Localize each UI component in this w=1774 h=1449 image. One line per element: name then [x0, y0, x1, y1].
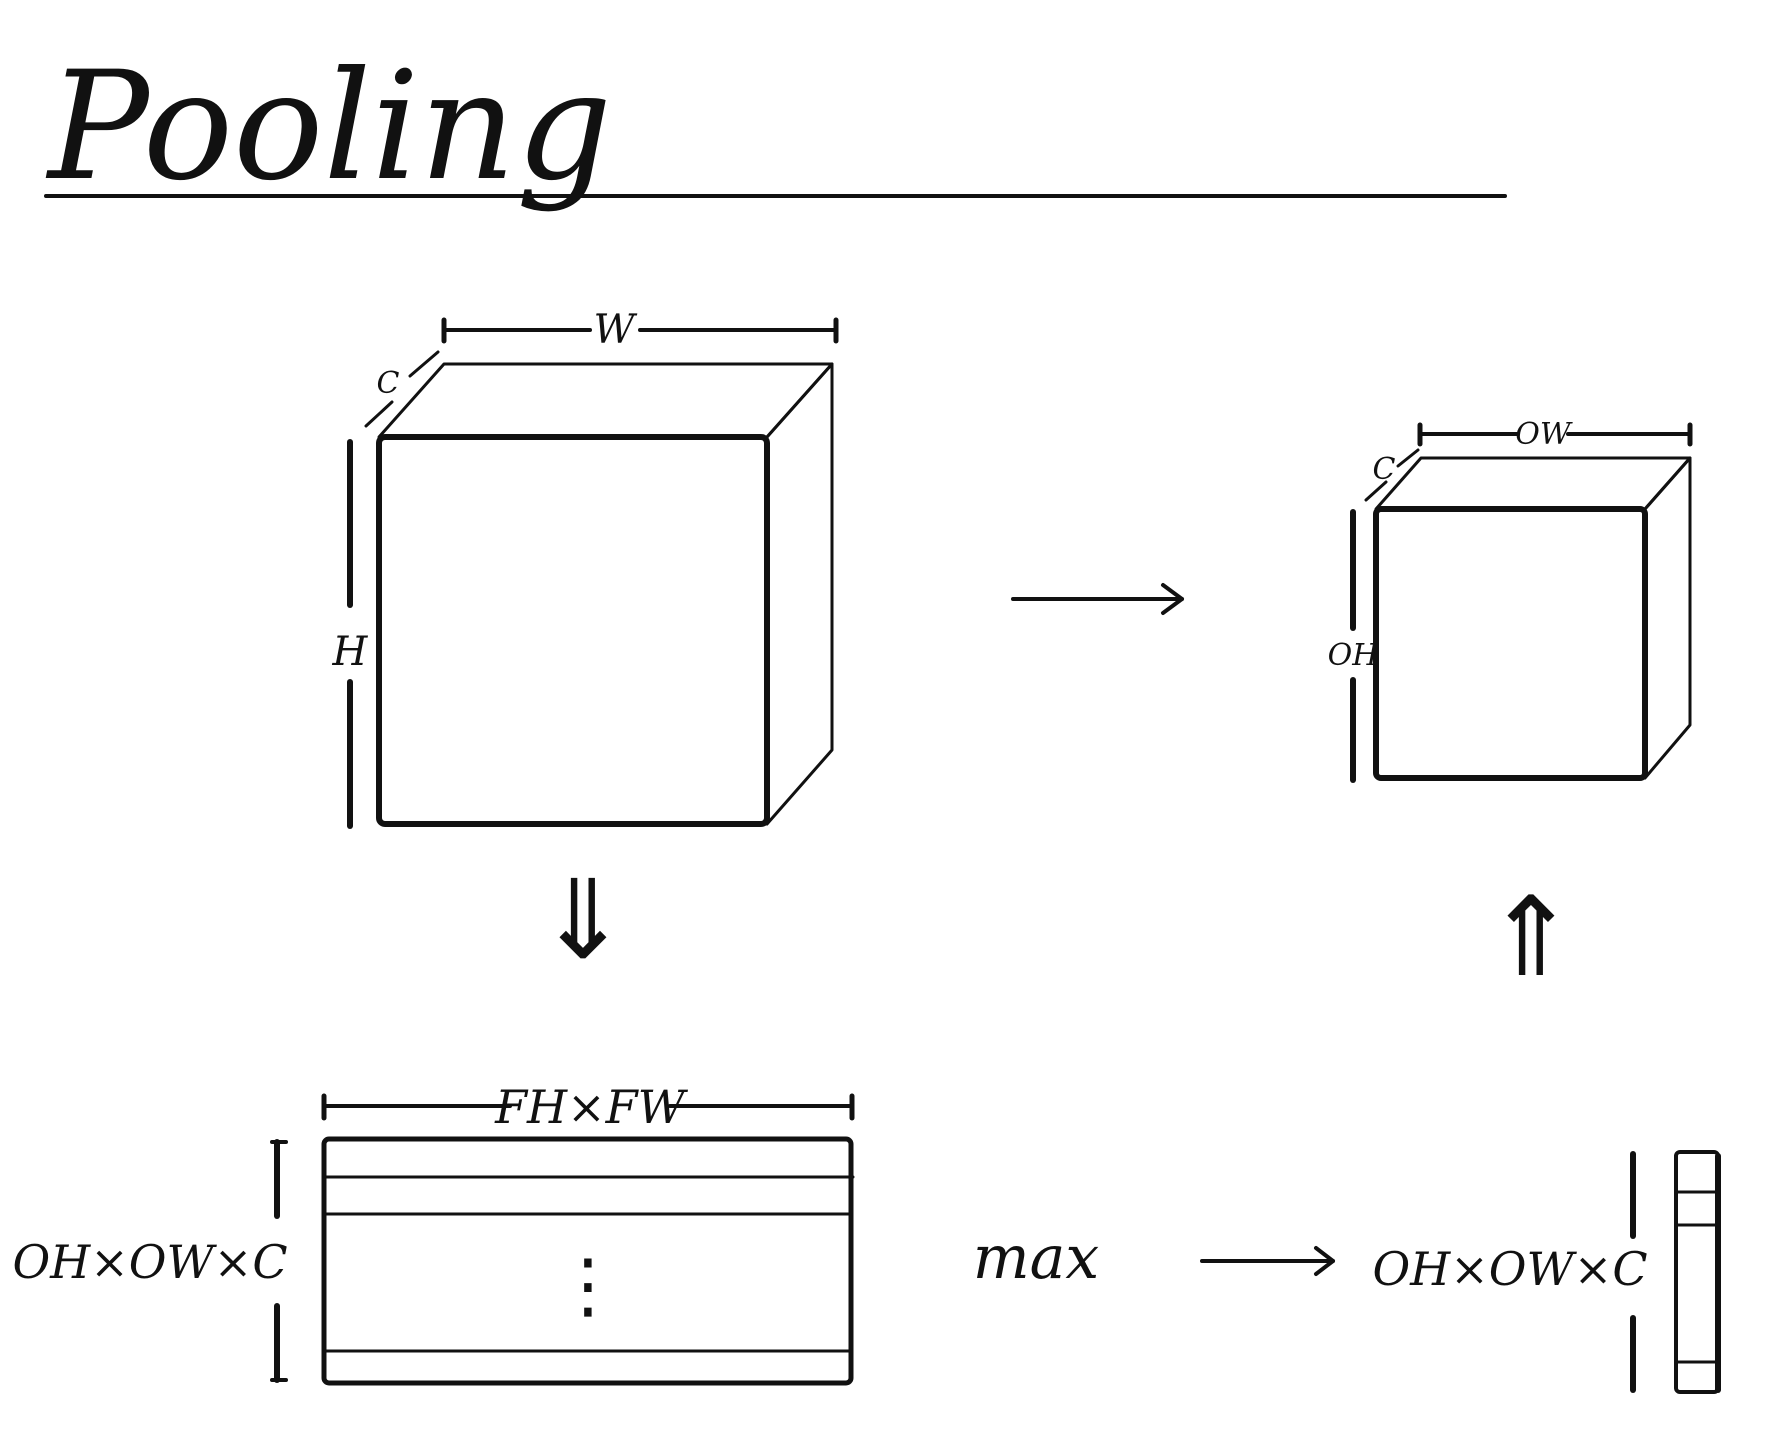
input-channel-dimension: [364, 350, 440, 428]
input-height-label: H: [332, 629, 369, 675]
output-channel-label: C: [1373, 452, 1396, 487]
arrow-right-top: [1011, 583, 1184, 615]
unrolled-matrix: [321, 1136, 855, 1386]
result-vector: [1674, 1150, 1721, 1394]
matrix-rows-label: OH×OW×C: [12, 1235, 287, 1289]
output-channel-dimension: [1364, 448, 1420, 502]
title: Pooling: [45, 40, 612, 214]
input-width-dimension: [441, 317, 839, 344]
max-operation-label: max: [973, 1223, 1100, 1293]
arrow-right-bottom: [1200, 1246, 1335, 1276]
input-width-label: W: [593, 307, 637, 353]
output-box: [1373, 456, 1692, 781]
matrix-ellipsis: ⋮: [552, 1243, 624, 1327]
down-double-arrow: ⇓: [537, 856, 629, 984]
input-channel-label: C: [377, 366, 400, 401]
output-height-label: OH: [1328, 638, 1380, 673]
matrix-width-dimension: [321, 1093, 855, 1121]
matrix-width-label: FH×FW: [494, 1080, 688, 1134]
result-rows-label: OH×OW×C: [1372, 1242, 1647, 1296]
matrix-rows-dimension: [270, 1139, 288, 1383]
up-double-arrow: ⇑: [1485, 873, 1577, 1001]
output-width-dimension: [1417, 422, 1693, 447]
output-width-label: OW: [1515, 417, 1573, 452]
input-box: [376, 362, 834, 827]
